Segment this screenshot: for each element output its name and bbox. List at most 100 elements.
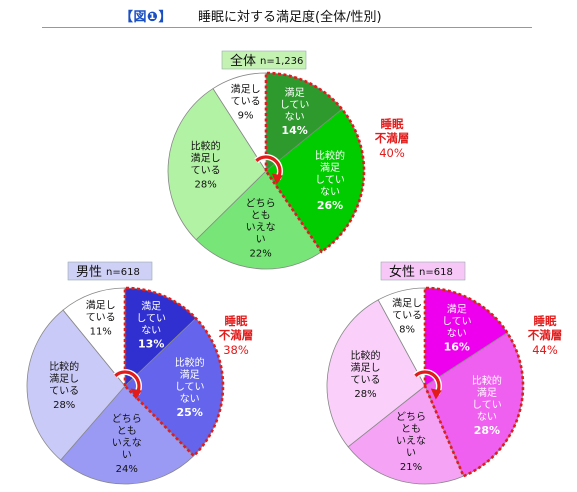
slice-label-line: 満足し — [351, 362, 381, 374]
slice-label-line: い — [122, 450, 132, 461]
unsatisfied-label-line: 睡眠 — [534, 314, 557, 328]
slice-label-line: ている — [392, 310, 422, 322]
unsatisfied-value: 44% — [532, 343, 558, 357]
slice-label-line: ない — [285, 111, 305, 123]
slice-label-line: いえな — [112, 437, 142, 449]
figure-title: 睡眠に対する満足度(全体/性別) — [198, 10, 382, 25]
pie-slice — [26, 309, 126, 461]
slice-label: 比較的満足している 28% — [191, 139, 221, 190]
slice-label-line: とも — [401, 423, 421, 435]
slice-label-line: ている — [231, 95, 261, 107]
unsatisfied-label: 睡眠不満層 — [528, 314, 563, 342]
slice-label-line: いえな — [396, 435, 426, 447]
slice-label-line: 満足 — [477, 387, 497, 399]
arrow-curve — [414, 370, 441, 395]
slice-label: 満足していない 14% — [280, 87, 310, 137]
slice-label-line: どちら — [396, 411, 426, 423]
pie-slice — [347, 385, 465, 485]
slice-label-line: してい — [136, 313, 166, 325]
slice-value: 22% — [249, 249, 271, 260]
sample-size-label: n=618 — [106, 267, 140, 278]
slice-label-line: ている — [49, 385, 79, 397]
slice-value: 25% — [177, 406, 203, 419]
unsatisfied-label-line: 睡眠 — [225, 314, 248, 328]
slice-label-line: してい — [315, 174, 345, 186]
slice-label-line: 比較的 — [472, 374, 502, 387]
slice-label-line: いえな — [246, 222, 276, 234]
slice-label-line: 比較的 — [49, 360, 79, 373]
arrow-head — [130, 388, 142, 400]
slice-value: 28% — [194, 179, 216, 190]
group-label-box — [221, 50, 307, 70]
slice-label-line: 比較的 — [175, 356, 205, 369]
pie-slice — [60, 385, 195, 485]
slice-value: 11% — [90, 327, 112, 338]
group-label: 男性 — [76, 265, 102, 280]
arrow-head — [271, 173, 283, 185]
slice-label-line: 満足 — [180, 369, 200, 381]
slice-value: 14% — [281, 124, 307, 137]
slice-label-line: ている — [86, 312, 116, 324]
unsatisfied-label: 睡眠不満層 — [375, 117, 410, 145]
slice-label-line: 満足 — [447, 303, 467, 315]
slice-label-line: ない — [180, 393, 200, 405]
slice-label-line: とも — [117, 425, 137, 437]
slice-label: 満足していない 16% — [442, 303, 472, 353]
pie-slice — [195, 170, 323, 270]
slice-label: 比較的満足していない 25% — [175, 356, 205, 419]
slice-label-line: してい — [280, 99, 310, 111]
slice-label-line: い — [406, 448, 416, 459]
figure-header: 【図❶】 睡眠に対する満足度(全体/性別) — [0, 0, 577, 34]
slice-label-line: 満足し — [231, 83, 261, 95]
group-label: 女性 — [389, 264, 415, 280]
arrow-head — [430, 388, 442, 400]
group-label: 全体 — [230, 53, 256, 69]
pie-slice — [377, 287, 426, 387]
slice-label: 比較的満足していない 26% — [315, 149, 345, 212]
slice-value: 26% — [317, 199, 343, 212]
unsatisfied-value: 40% — [379, 146, 405, 160]
slice-label-line: してい — [442, 315, 472, 327]
unsatisfied-label-line: 不満層 — [219, 328, 254, 342]
slice-value: 24% — [116, 464, 138, 475]
slice-label-line: してい — [472, 399, 502, 411]
slice-label: どちらともいえない 21% — [396, 411, 426, 473]
pie-slice — [212, 72, 267, 173]
slice-label-line: ている — [351, 374, 381, 386]
pie-slice — [326, 299, 426, 448]
slice-value: 13% — [138, 338, 164, 351]
slice-label-line: 満足し — [392, 298, 422, 310]
slice-label-line: 満足し — [191, 152, 221, 164]
unsatisfied-label-line: 不満層 — [528, 328, 563, 342]
sample-size-label: n=618 — [419, 267, 453, 278]
slice-label-line: してい — [175, 381, 205, 393]
slice-label-line: ている — [191, 164, 221, 176]
slice-label-line: ない — [477, 411, 497, 423]
slice-label: 満足している 11% — [86, 300, 116, 338]
slice-label-line: 満足 — [285, 87, 305, 99]
unsatisfied-label-line: 不満層 — [375, 131, 410, 145]
sample-size-label: n=1,236 — [260, 56, 303, 67]
slice-label: 比較的満足している 28% — [351, 349, 381, 400]
slice-value: 8% — [399, 325, 415, 336]
pie-slice — [265, 72, 343, 172]
slice-value: 21% — [400, 462, 422, 473]
figure-number: 【図❶】 — [120, 10, 173, 25]
slice-label-line: 比較的 — [191, 139, 221, 152]
slice-label: どちらともいえない 22% — [246, 198, 276, 260]
unsatisfied-outline — [423, 286, 525, 478]
slice-value: 28% — [354, 389, 376, 400]
unsatisfied-outline — [264, 71, 366, 254]
slice-label: どちらともいえない 24% — [112, 413, 142, 475]
slice-label-line: ない — [447, 327, 467, 339]
slice-label-line: 満足し — [86, 300, 116, 312]
slice-value: 16% — [444, 340, 470, 353]
slice-label-line: 満足 — [141, 301, 161, 313]
slice-value: 28% — [53, 400, 75, 411]
arrow-curve — [255, 155, 282, 180]
slice-label-line: とも — [251, 210, 271, 222]
group-label-box — [67, 261, 153, 281]
slice-label: 満足している 9% — [231, 83, 261, 121]
slice-label-line: ない — [320, 186, 340, 198]
